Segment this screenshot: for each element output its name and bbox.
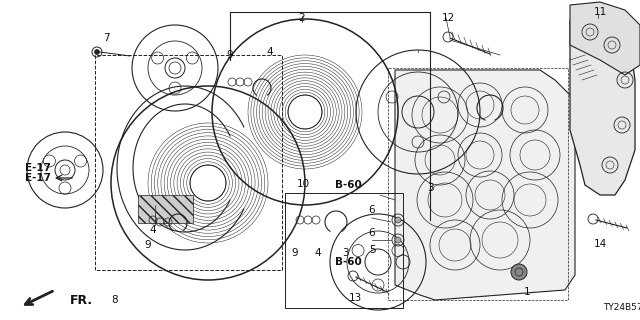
Circle shape [395, 237, 401, 243]
Text: 3: 3 [427, 183, 433, 193]
Text: 1: 1 [524, 287, 531, 297]
Text: 6: 6 [369, 205, 375, 215]
Circle shape [95, 50, 99, 54]
Text: 13: 13 [348, 293, 362, 303]
Bar [285, 193, 403, 308]
Text: 9: 9 [227, 50, 234, 60]
Text: 9: 9 [145, 240, 151, 250]
Bar [138, 195, 193, 223]
Polygon shape [395, 70, 575, 300]
Text: B-60: B-60 [335, 257, 362, 267]
Text: 4: 4 [150, 225, 156, 235]
Text: 3: 3 [342, 248, 348, 258]
Text: 2: 2 [299, 13, 305, 23]
Text: 6: 6 [369, 228, 375, 238]
Text: 4: 4 [267, 47, 273, 57]
Text: 11: 11 [593, 7, 607, 17]
Text: TY24B5700A: TY24B5700A [604, 303, 640, 313]
Text: E-17: E-17 [25, 173, 51, 183]
Text: 12: 12 [442, 13, 454, 23]
Text: 7: 7 [102, 33, 109, 43]
Text: 10: 10 [296, 179, 310, 189]
Text: 5: 5 [369, 245, 375, 255]
Circle shape [395, 217, 401, 223]
Text: 9: 9 [292, 248, 298, 258]
Circle shape [511, 264, 527, 280]
Bar [580, 145, 600, 163]
Text: FR.: FR. [70, 293, 93, 307]
Text: 8: 8 [112, 295, 118, 305]
Polygon shape [570, 15, 635, 195]
Text: 4: 4 [315, 248, 321, 258]
Text: 14: 14 [593, 239, 607, 249]
Polygon shape [570, 2, 640, 75]
Text: B-60: B-60 [335, 180, 362, 190]
Text: E-17: E-17 [25, 163, 51, 173]
